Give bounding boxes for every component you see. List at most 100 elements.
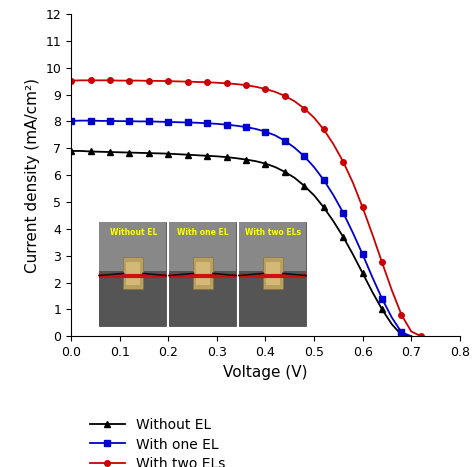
With two ELs	[282, 93, 288, 99]
Without EL	[175, 151, 181, 157]
Without EL	[68, 148, 74, 154]
Without EL	[321, 205, 327, 210]
With two ELs	[389, 287, 394, 293]
With one EL	[272, 133, 278, 138]
Without EL	[311, 192, 317, 198]
Without EL	[194, 152, 200, 158]
With one EL	[146, 119, 152, 124]
Without EL	[301, 183, 307, 189]
Without EL	[379, 306, 385, 312]
Without EL	[204, 153, 210, 159]
With two ELs	[408, 329, 414, 334]
With two ELs	[253, 84, 258, 90]
Without EL	[243, 157, 249, 163]
Line: With one EL: With one EL	[68, 118, 414, 339]
Without EL	[272, 164, 278, 170]
With one EL	[194, 120, 200, 126]
With one EL	[68, 118, 74, 124]
Without EL	[78, 148, 83, 154]
Without EL	[107, 149, 113, 155]
With two ELs	[360, 205, 365, 210]
With two ELs	[350, 180, 356, 185]
Without EL	[360, 270, 365, 276]
Without EL	[146, 150, 152, 156]
With two ELs	[340, 159, 346, 164]
With two ELs	[136, 78, 142, 84]
With one EL	[78, 118, 83, 123]
With one EL	[243, 124, 249, 130]
Without EL	[185, 152, 191, 157]
With one EL	[224, 122, 229, 127]
Without EL	[136, 150, 142, 156]
With two ELs	[243, 82, 249, 88]
With two ELs	[311, 115, 317, 120]
Without EL	[155, 150, 161, 156]
With two ELs	[97, 78, 103, 83]
With two ELs	[175, 78, 181, 84]
With two ELs	[301, 106, 307, 111]
With one EL	[185, 120, 191, 125]
With two ELs	[146, 78, 152, 84]
Line: With two ELs: With two ELs	[68, 78, 424, 339]
Without EL	[399, 332, 404, 338]
With one EL	[350, 230, 356, 236]
With two ELs	[418, 333, 424, 339]
With two ELs	[399, 312, 404, 318]
With two ELs	[155, 78, 161, 84]
With one EL	[253, 126, 258, 132]
With two ELs	[224, 80, 229, 86]
With one EL	[408, 333, 414, 339]
With one EL	[155, 119, 161, 125]
With two ELs	[185, 79, 191, 85]
With one EL	[165, 119, 171, 125]
With one EL	[379, 296, 385, 302]
With two ELs	[369, 231, 375, 237]
With two ELs	[107, 78, 113, 83]
With one EL	[127, 118, 132, 124]
Line: Without EL: Without EL	[68, 148, 414, 339]
Legend: Without EL, With one EL, With two ELs: Without EL, With one EL, With two ELs	[86, 414, 229, 467]
Without EL	[292, 175, 297, 181]
Without EL	[117, 149, 122, 155]
Without EL	[282, 169, 288, 175]
With one EL	[311, 164, 317, 170]
With one EL	[321, 177, 327, 183]
Without EL	[350, 252, 356, 257]
With one EL	[204, 120, 210, 126]
Without EL	[330, 219, 336, 224]
With one EL	[97, 118, 103, 124]
With two ELs	[214, 80, 219, 85]
With one EL	[117, 118, 122, 124]
With two ELs	[194, 79, 200, 85]
Without EL	[408, 333, 414, 339]
Without EL	[389, 321, 394, 327]
With two ELs	[292, 99, 297, 104]
With one EL	[214, 121, 219, 127]
With two ELs	[233, 81, 239, 87]
With two ELs	[379, 260, 385, 265]
With one EL	[301, 154, 307, 159]
With one EL	[340, 210, 346, 216]
With one EL	[360, 252, 365, 257]
X-axis label: Voltage (V): Voltage (V)	[223, 365, 308, 380]
With two ELs	[127, 78, 132, 84]
With one EL	[389, 315, 394, 320]
With one EL	[263, 129, 268, 134]
Without EL	[224, 154, 229, 160]
With two ELs	[165, 78, 171, 84]
With one EL	[175, 120, 181, 125]
With one EL	[107, 118, 113, 124]
With two ELs	[204, 79, 210, 85]
With two ELs	[330, 142, 336, 147]
With two ELs	[78, 78, 83, 83]
With one EL	[282, 138, 288, 143]
With one EL	[88, 118, 93, 123]
Without EL	[253, 158, 258, 164]
Without EL	[340, 234, 346, 240]
Without EL	[214, 154, 219, 159]
Without EL	[233, 156, 239, 161]
Without EL	[263, 161, 268, 166]
With one EL	[233, 123, 239, 128]
Y-axis label: Current density (mA/cm²): Current density (mA/cm²)	[25, 78, 40, 273]
With two ELs	[88, 78, 93, 83]
